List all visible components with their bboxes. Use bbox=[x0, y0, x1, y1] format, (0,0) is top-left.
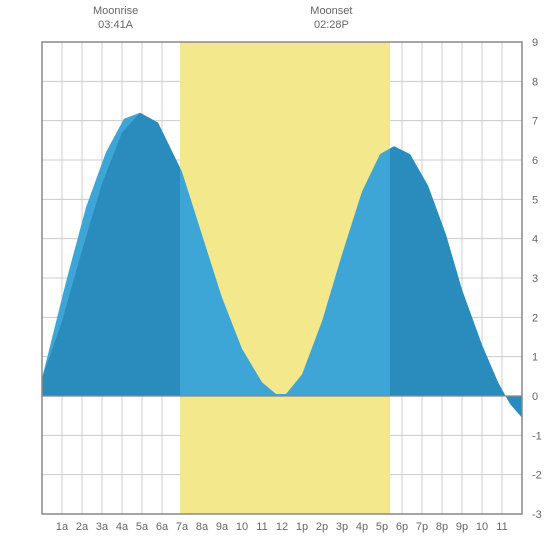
svg-text:9: 9 bbox=[532, 37, 538, 49]
svg-text:6p: 6p bbox=[396, 521, 408, 533]
svg-text:8: 8 bbox=[532, 76, 538, 88]
svg-text:9p: 9p bbox=[456, 521, 468, 533]
moonset-title: Moonset bbox=[301, 4, 361, 18]
svg-text:11: 11 bbox=[256, 521, 267, 533]
svg-text:4p: 4p bbox=[356, 521, 368, 533]
svg-text:0: 0 bbox=[532, 391, 538, 403]
svg-text:1: 1 bbox=[532, 352, 538, 364]
chart-svg: 1a2a3a4a5a6a7a8a9a1011121p2p3p4p5p6p7p8p… bbox=[0, 0, 550, 550]
moonset-time: 02:28P bbox=[301, 18, 361, 32]
svg-text:7p: 7p bbox=[416, 521, 428, 533]
svg-text:1p: 1p bbox=[296, 521, 308, 533]
svg-text:-1: -1 bbox=[532, 430, 542, 442]
svg-text:2a: 2a bbox=[76, 521, 89, 533]
svg-text:5: 5 bbox=[532, 194, 538, 206]
svg-text:7: 7 bbox=[532, 116, 538, 128]
svg-text:5p: 5p bbox=[376, 521, 388, 533]
svg-text:6: 6 bbox=[532, 155, 538, 167]
moonrise-title: Moonrise bbox=[86, 4, 146, 18]
svg-text:5a: 5a bbox=[136, 521, 149, 533]
svg-text:11: 11 bbox=[496, 521, 507, 533]
svg-text:-2: -2 bbox=[532, 470, 542, 482]
svg-text:2p: 2p bbox=[316, 521, 328, 533]
svg-text:1a: 1a bbox=[56, 521, 69, 533]
svg-text:7a: 7a bbox=[176, 521, 189, 533]
tide-chart: Moonrise 03:41A Moonset 02:28P 1a 2a 3a 4a 5… bbox=[0, 0, 550, 550]
svg-text:3: 3 bbox=[532, 273, 538, 285]
svg-text:10: 10 bbox=[476, 521, 488, 533]
svg-text:8p: 8p bbox=[436, 521, 448, 533]
svg-text:2: 2 bbox=[532, 312, 538, 324]
svg-text:9a: 9a bbox=[216, 521, 229, 533]
svg-text:10: 10 bbox=[236, 521, 248, 533]
moonrise-label: Moonrise 03:41A bbox=[86, 4, 146, 33]
svg-text:4a: 4a bbox=[116, 521, 129, 533]
svg-text:4: 4 bbox=[532, 234, 538, 246]
moonset-label: Moonset 02:28P bbox=[301, 4, 361, 33]
svg-text:8a: 8a bbox=[196, 521, 209, 533]
svg-text:-3: -3 bbox=[532, 509, 542, 521]
svg-text:12: 12 bbox=[276, 521, 288, 533]
moonrise-time: 03:41A bbox=[86, 18, 146, 32]
svg-text:3a: 3a bbox=[96, 521, 109, 533]
svg-text:3p: 3p bbox=[336, 521, 348, 533]
svg-text:6a: 6a bbox=[156, 521, 169, 533]
